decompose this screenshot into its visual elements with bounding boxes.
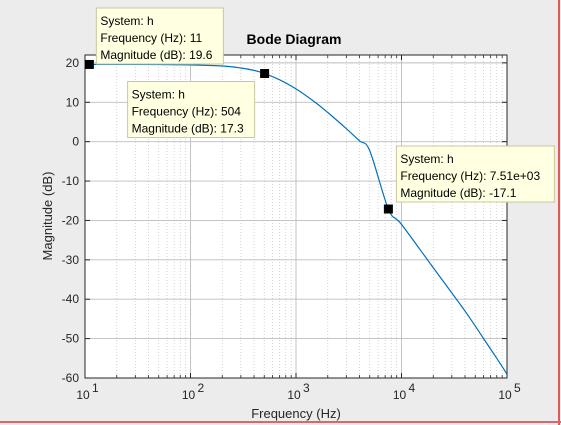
datatip-line: Frequency (Hz): 7.51e+03 — [400, 169, 540, 183]
y-tick-label: 0 — [72, 135, 79, 149]
datatip-line: Frequency (Hz): 504 — [132, 105, 242, 119]
datatip-marker[interactable] — [260, 69, 270, 79]
datatip-marker[interactable] — [383, 204, 393, 214]
x-tick-base: 10 — [393, 388, 407, 402]
x-tick-base: 10 — [287, 388, 301, 402]
x-tick-label: 10 4 — [393, 381, 416, 402]
y-tick-label: -30 — [62, 253, 80, 267]
x-tick-base: 10 — [182, 388, 196, 402]
x-tick-label: 10 3 — [287, 381, 310, 402]
y-tick-label: -60 — [62, 371, 80, 385]
datatip-line: Frequency (Hz): 11 — [100, 31, 202, 45]
y-tick-label: -10 — [62, 174, 80, 188]
y-tick-label: 10 — [66, 95, 80, 109]
y-tick-label: -40 — [62, 292, 80, 306]
major-grid — [85, 55, 507, 378]
frame-edge-right — [558, 0, 560, 425]
datatip-1[interactable]: System: h Frequency (Hz): 504 Magnitude (d… — [127, 69, 270, 139]
y-tick-label: -20 — [62, 213, 80, 227]
x-tick-label: 10 2 — [182, 381, 205, 402]
x-tick-exponent: 5 — [514, 381, 521, 395]
x-tick-label: 10 5 — [498, 381, 521, 402]
x-tick-base: 10 — [76, 388, 90, 402]
datatip-line: System: h — [100, 14, 153, 28]
datatip-0[interactable]: System: h Frequency (Hz): 11 Magnitude (dB… — [84, 7, 224, 69]
datatip-line: System: h — [400, 152, 453, 166]
datatip-line: Magnitude (dB): -17.1 — [400, 186, 516, 200]
x-tick-label: 10 1 — [76, 381, 99, 402]
y-tick-label: 20 — [66, 56, 80, 70]
x-tick-exponent: 1 — [92, 381, 99, 395]
x-tick-exponent: 4 — [409, 381, 416, 395]
datatip-marker[interactable] — [84, 59, 94, 69]
x-tick-base: 10 — [498, 388, 512, 402]
frame-edge-bottom — [0, 421, 561, 423]
chart-title: Bode Diagram — [247, 31, 342, 47]
datatip-line: Magnitude (dB): 17.3 — [132, 122, 244, 136]
datatip-box — [395, 145, 555, 203]
datatip-line: Magnitude (dB): 19.6 — [100, 48, 212, 62]
x-tick-exponent: 2 — [198, 381, 205, 395]
datatip-line: System: h — [132, 88, 185, 102]
y-axis-label: Magnitude (dB) — [40, 172, 55, 261]
x-axis-label: Frequency (Hz) — [251, 406, 341, 421]
series-layer — [85, 63, 507, 375]
y-axis-ticks: 20 10 0 -10 -20 -30 -40 -50 -60 — [62, 56, 507, 385]
datatip-layer: System: h Frequency (Hz): 11 Magnitude (dB… — [84, 7, 555, 214]
datatip-box — [95, 7, 224, 65]
datatip-2[interactable]: System: h Frequency (Hz): 7.51e+03 Magnitu… — [383, 145, 555, 214]
datatip-box — [127, 81, 256, 139]
y-tick-label: -50 — [62, 332, 80, 346]
x-tick-exponent: 3 — [303, 381, 310, 395]
series-line-0 — [85, 63, 507, 375]
